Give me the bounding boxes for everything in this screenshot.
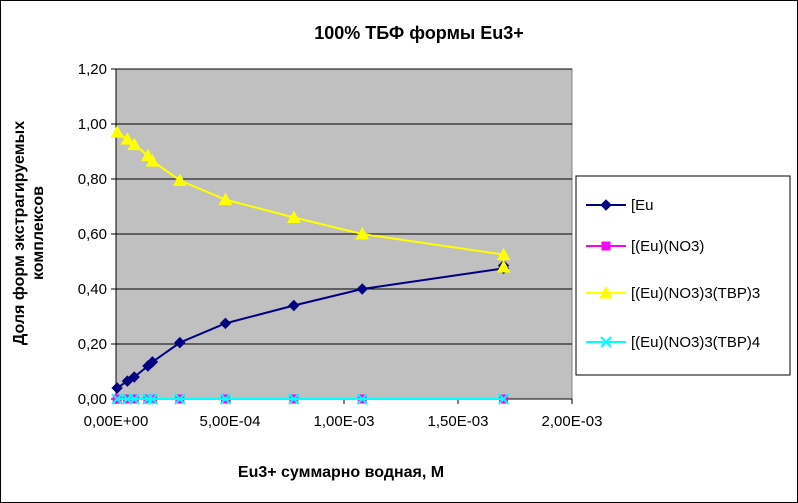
x-tick-label: 0,00E+00 <box>84 413 149 430</box>
y-axis-title-line2: комплексов <box>30 186 47 280</box>
data-point-stroke <box>174 393 186 405</box>
data-point-stroke <box>600 336 612 348</box>
data-point <box>601 241 611 251</box>
plot-area: 0,00 0,20 0,40 0,60 0,80 1,00 1,20 0,00E+00 5,00… <box>78 61 603 430</box>
series-3 <box>110 125 511 273</box>
data-point <box>110 125 124 138</box>
data-point <box>121 375 134 387</box>
series-4 <box>111 393 510 405</box>
data-point <box>599 285 613 299</box>
x-tick-label: 1,00E-03 <box>314 413 375 430</box>
data-point <box>146 356 159 368</box>
y-tick-label: 0,20 <box>78 336 107 353</box>
data-point <box>218 192 233 206</box>
legend-label: [(Eu)(NO3) <box>631 238 704 255</box>
data-point <box>172 173 187 186</box>
y-tick-label: 0,80 <box>78 171 107 188</box>
data-point <box>174 336 186 349</box>
chart-title: 100% ТБФ формы Eu3+ <box>314 23 524 43</box>
data-point <box>111 382 123 394</box>
axes: 0,00 0,20 0,40 0,60 0,80 1,00 1,20 0,00E+00 5,00… <box>78 61 603 430</box>
series-layer <box>110 125 511 405</box>
legend-entry: [(Eu)(NO3)3(TBP)3 <box>586 285 760 302</box>
y-tick-label: 1,20 <box>78 61 107 78</box>
legend-items: [Eu [(Eu)(NO3) [(Eu)(NO3)3(TBP)3 [(Eu)(NO3)… <box>586 197 760 351</box>
data-point <box>142 393 154 405</box>
data-point-stroke <box>219 393 232 405</box>
data-point <box>146 393 159 405</box>
gridlines <box>116 68 572 345</box>
data-point <box>127 137 142 151</box>
x-tick-label: 5,00E-04 <box>200 413 261 430</box>
data-point-stroke <box>288 393 300 405</box>
x-tick-label: 1,50E-03 <box>428 413 489 430</box>
data-point <box>356 393 368 405</box>
data-point <box>496 247 511 261</box>
data-point <box>111 393 123 405</box>
legend-label: [Eu <box>631 197 654 214</box>
data-point <box>128 371 140 383</box>
data-point <box>219 393 232 405</box>
data-point <box>600 336 612 348</box>
legend-entry: [(Eu)(NO3) <box>586 238 704 255</box>
data-point <box>286 210 301 223</box>
legend-label: [(Eu)(NO3)3(TBP)4 <box>631 334 760 351</box>
data-point <box>145 154 160 167</box>
data-point <box>356 283 368 295</box>
data-point <box>174 393 186 405</box>
data-point <box>355 226 370 240</box>
y-tick-label: 0,40 <box>78 281 107 298</box>
y-axis-title-line1: Доля форм экстрагируемых <box>11 121 28 345</box>
legend-entry: [(Eu)(NO3)3(TBP)4 <box>586 334 760 351</box>
y-tick-label: 1,00 <box>78 116 107 133</box>
data-point <box>496 259 511 273</box>
legend: [Eu [(Eu)(NO3) [(Eu)(NO3)3(TBP)3 [(Eu)(NO3)… <box>575 175 791 376</box>
data-point <box>288 299 300 312</box>
data-point <box>120 132 135 145</box>
data-point <box>219 317 232 330</box>
x-tick-label: 2,00E-03 <box>542 413 603 430</box>
data-point <box>600 199 612 211</box>
y-axis-title: Доля форм экстрагируемых комплексов <box>11 121 47 345</box>
data-point-stroke <box>111 393 123 405</box>
legend-label: [(Eu)(NO3)3(TBP)3 <box>631 285 760 302</box>
data-point-stroke <box>142 393 154 405</box>
x-axis-title: Eu3+ суммарно водная, М <box>238 464 444 481</box>
legend-entry: [Eu <box>586 197 654 214</box>
y-tick-label: 0,00 <box>78 391 107 408</box>
data-point-stroke <box>497 393 510 405</box>
y-tick-label: 0,60 <box>78 226 107 243</box>
data-point <box>288 393 300 405</box>
data-point <box>497 393 510 405</box>
data-point <box>128 393 140 405</box>
data-point-stroke <box>146 393 159 405</box>
data-point-stroke <box>356 393 368 405</box>
data-point-stroke <box>128 393 140 405</box>
